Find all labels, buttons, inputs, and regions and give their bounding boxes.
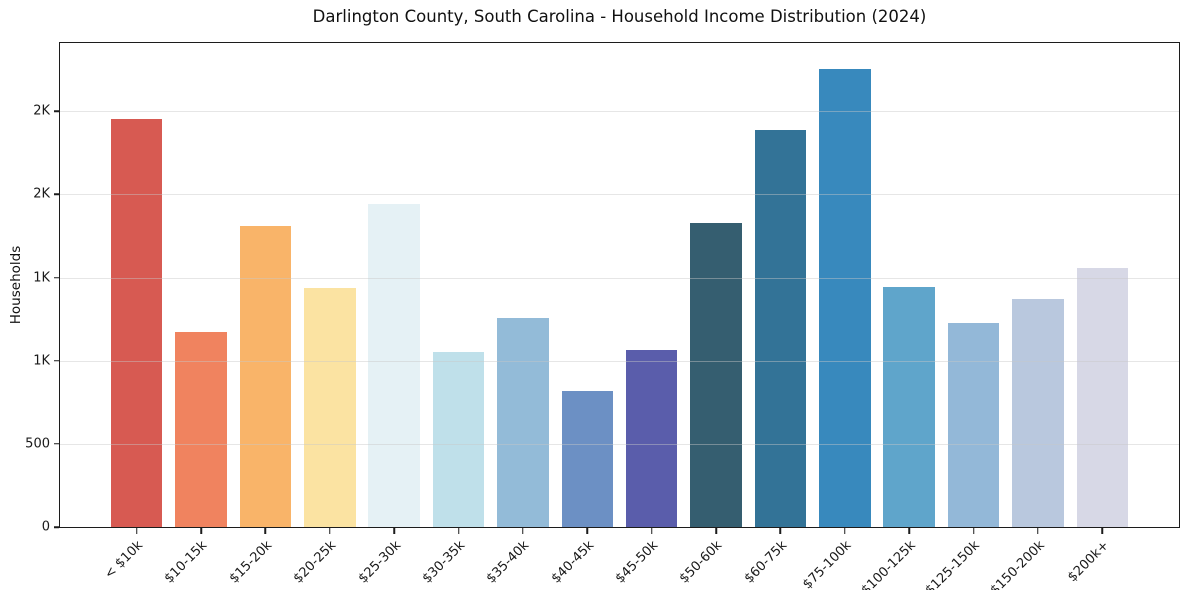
x-tick-label: $100-125k <box>858 538 919 590</box>
gridline <box>60 194 1179 196</box>
x-tick <box>972 528 975 534</box>
bar-< $10k <box>110 118 163 527</box>
x-tick <box>715 528 717 534</box>
bar-$30-35k <box>432 351 485 527</box>
bar-$200k+ <box>1076 267 1129 527</box>
x-tick <box>457 528 460 534</box>
bar-$125-150k <box>947 323 1000 527</box>
x-tick <box>264 528 267 534</box>
y-tick-label: 1K <box>33 270 50 285</box>
plot-area: < $10k $10-15k $15-20k $20-25k $25-30k $30-35… <box>25 42 1180 590</box>
bar-$150-200k <box>1012 299 1064 527</box>
x-tick <box>1037 528 1039 534</box>
bar-$100-125k <box>883 286 935 527</box>
bar-$40-45k <box>561 390 614 527</box>
y-axis-label: Households <box>8 245 24 325</box>
x-tick <box>779 528 782 534</box>
x-tick-label: $60-75k <box>741 538 791 587</box>
gridline <box>60 443 1179 445</box>
y-tick <box>54 526 59 528</box>
x-tick-label: $10-15k <box>162 538 211 587</box>
x-tick-label: $125-150k <box>923 538 984 590</box>
bar-$50-60k <box>690 223 742 527</box>
x-tick-label: $25-30k <box>355 538 404 587</box>
y-tick <box>54 276 59 279</box>
y-tick-label: 1K <box>33 353 50 369</box>
bar-$75-100k <box>819 68 871 527</box>
x-tick-label: $35-40k <box>484 538 533 587</box>
x-tick-label: < $10k <box>102 538 147 583</box>
x-tick-label: $75-100k <box>800 538 855 590</box>
gridline <box>60 360 1179 362</box>
y-tick-label: 2K <box>33 103 50 119</box>
x-tick-label: $30-35k <box>419 538 469 587</box>
x-tick <box>650 528 653 534</box>
bar-$35-40k <box>497 318 549 527</box>
x-tick <box>844 528 846 534</box>
x-tick <box>908 528 910 534</box>
x-tick-label: $50-60k <box>677 538 726 587</box>
bar-$45-50k <box>625 349 678 527</box>
gridline <box>60 111 1179 113</box>
y-tick <box>54 193 59 196</box>
bar-$60-75k <box>754 129 807 527</box>
y-tick-label: 2K <box>33 186 50 202</box>
chart-title: Darlington County, South Carolina - Hous… <box>312 7 927 26</box>
x-tick-label: $20-25k <box>290 538 340 587</box>
x-tick <box>329 528 331 534</box>
x-tick <box>586 528 589 534</box>
bar-$20-25k <box>304 287 356 527</box>
bar-$25-30k <box>368 204 420 527</box>
x-tick <box>1101 528 1104 534</box>
bar-$15-20k <box>239 225 292 527</box>
bar-$10-15k <box>175 332 227 527</box>
x-tick <box>135 528 138 534</box>
y-tick-label: 0 <box>41 519 50 535</box>
y-tick <box>54 110 59 112</box>
x-tick <box>522 528 524 534</box>
gridline <box>60 277 1179 279</box>
y-tick <box>54 359 59 362</box>
x-tick-label: $15-20k <box>226 538 275 587</box>
y-tick-label: 500 <box>25 436 50 452</box>
x-tick-label: $40-45k <box>548 538 597 587</box>
x-tick <box>393 528 395 534</box>
x-tick <box>200 528 202 534</box>
x-tick-label: $200k+ <box>1064 538 1112 586</box>
x-tick-label: $150-200k <box>987 538 1048 590</box>
y-tick <box>54 443 59 445</box>
x-tick-label: $45-50k <box>612 538 662 587</box>
